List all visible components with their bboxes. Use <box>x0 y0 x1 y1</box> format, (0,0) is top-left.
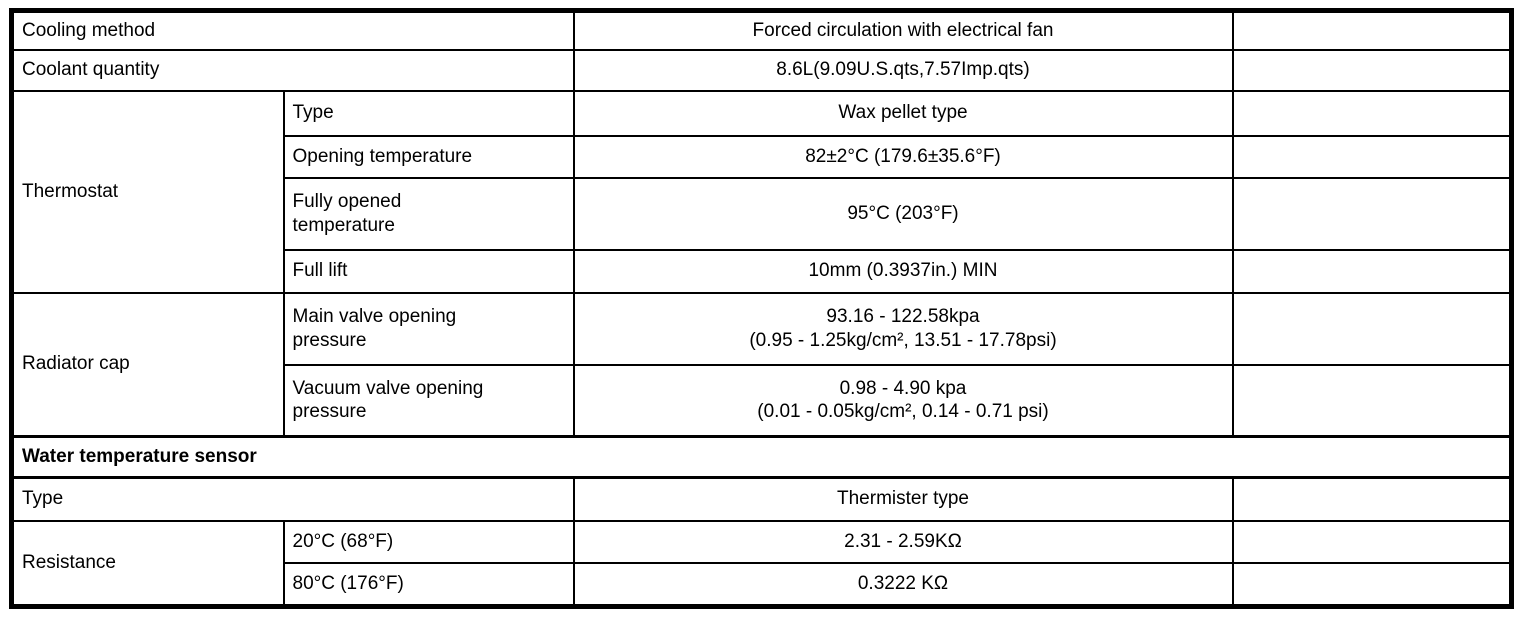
table-row: Resistance 20°C (68°F) 2.31 - 2.59KΩ <box>10 519 1513 608</box>
row-sublabel: Vacuum valve opening pressure <box>282 363 575 438</box>
table-row: Fully opened temperature 95°C (203°F) <box>12 176 1513 251</box>
remarks-cell <box>1231 134 1513 179</box>
row-value: 0.98 - 4.90 kpa (0.01 - 0.05kg/cm², 0.14… <box>572 363 1234 438</box>
table-row: Type Thermister type <box>10 476 1513 522</box>
remarks-cell <box>1231 89 1513 137</box>
row-value: 0.3222 KΩ <box>572 561 1234 608</box>
remarks-cell <box>1231 561 1513 608</box>
remarks-cell <box>1231 519 1513 564</box>
row-value: 95°C (203°F) <box>572 176 1234 251</box>
row-sublabel: Opening temperature <box>282 134 575 179</box>
remarks-cell <box>1231 248 1513 294</box>
row-value: 8.6L(9.09U.S.qts,7.57Imp.qts) <box>572 48 1234 92</box>
section-header-row: Water temperature sensor <box>10 435 1513 479</box>
remarks-cell <box>1231 9 1513 51</box>
table-row: Thermostat Type Wax pellet type <box>10 89 1513 294</box>
section-title: Water temperature sensor <box>10 435 1513 479</box>
row-value: 10mm (0.3937in.) MIN <box>572 248 1234 294</box>
remarks-cell <box>1231 48 1513 92</box>
remarks-cell <box>1231 291 1513 366</box>
cooling-spec-table: Cooling method Forced circulation with e… <box>9 8 1514 609</box>
row-sublabel: Type <box>282 89 575 137</box>
remarks-cell <box>1231 476 1513 522</box>
table-row: 80°C (176°F) 0.3222 KΩ <box>12 561 1513 608</box>
row-sublabel: Fully opened temperature <box>282 176 575 251</box>
row-sublabel: Full lift <box>282 248 575 294</box>
table-row: Coolant quantity 8.6L(9.09U.S.qts,7.57Im… <box>10 48 1513 92</box>
row-value: Wax pellet type <box>572 89 1234 137</box>
row-sublabel: 20°C (68°F) <box>282 519 575 564</box>
row-value: 93.16 - 122.58kpa (0.95 - 1.25kg/cm², 13… <box>572 291 1234 366</box>
row-sublabel: 80°C (176°F) <box>282 561 575 608</box>
remarks-cell <box>1231 176 1513 251</box>
row-group-label: Thermostat <box>10 89 285 294</box>
table-row: Full lift 10mm (0.3937in.) MIN <box>12 248 1513 294</box>
row-value: 2.31 - 2.59KΩ <box>572 519 1234 564</box>
row-sublabel: Main valve opening pressure <box>282 291 575 366</box>
table-row: Vacuum valve opening pressure 0.98 - 4.9… <box>12 363 1513 438</box>
row-label: Type <box>10 476 575 522</box>
row-group-label: Radiator cap <box>10 291 285 438</box>
row-value: Thermister type <box>572 476 1234 522</box>
remarks-cell <box>1231 363 1513 438</box>
row-group-label: Resistance <box>10 519 285 608</box>
row-value: 82±2°C (179.6±35.6°F) <box>572 134 1234 179</box>
row-label: Cooling method <box>10 9 575 51</box>
row-value: Forced circulation with electrical fan <box>572 9 1234 51</box>
table-row: Radiator cap Main valve opening pressure… <box>10 291 1513 438</box>
table-row: Opening temperature 82±2°C (179.6±35.6°F… <box>12 134 1513 179</box>
table-row: Cooling method Forced circulation with e… <box>10 9 1513 51</box>
row-label: Coolant quantity <box>10 48 575 92</box>
